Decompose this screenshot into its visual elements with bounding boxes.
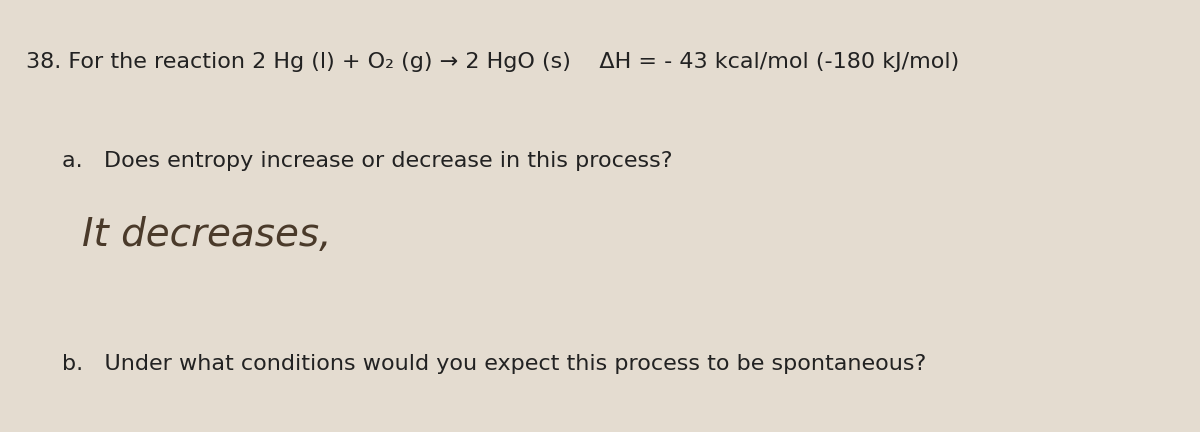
Text: b.   Under what conditions would you expect this process to be spontaneous?: b. Under what conditions would you expec… [62, 354, 926, 374]
Text: It decreases,: It decreases, [82, 216, 331, 254]
Text: 38. For the reaction 2 Hg (l) + O₂ (g) → 2 HgO (s)    ΔH = - 43 kcal/mol (-180 k: 38. For the reaction 2 Hg (l) + O₂ (g) →… [26, 52, 960, 72]
Text: a.   Does entropy increase or decrease in this process?: a. Does entropy increase or decrease in … [62, 151, 673, 171]
